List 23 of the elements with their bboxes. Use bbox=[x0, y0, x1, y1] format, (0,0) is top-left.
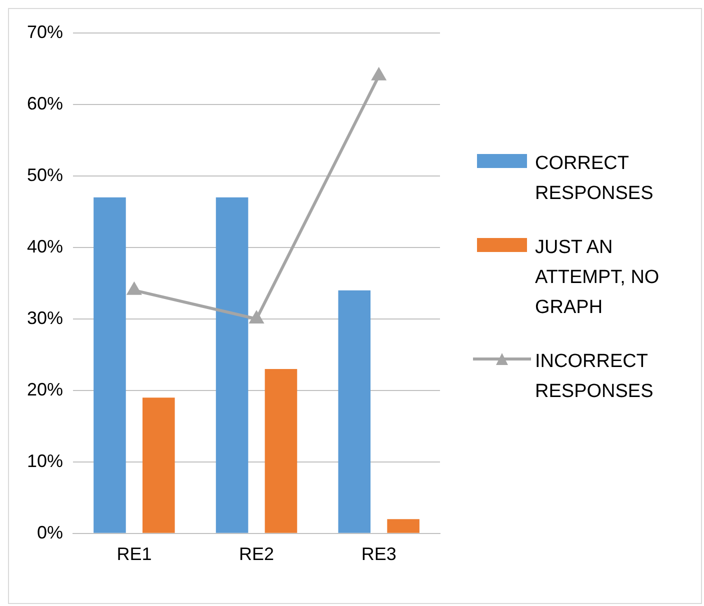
bar bbox=[264, 368, 298, 533]
legend-label: INCORRECT RESPONSES bbox=[535, 350, 654, 404]
x-tick-label: RE3 bbox=[361, 544, 396, 564]
y-tick-label: 60% bbox=[26, 93, 64, 114]
y-tick-label: 30% bbox=[26, 308, 64, 328]
y-tick-label: 10% bbox=[26, 450, 64, 471]
bar bbox=[142, 398, 175, 533]
y-tick-label: 40% bbox=[26, 236, 64, 256]
legend-label: JUST AN ATTEMPT, NO GRAPH bbox=[535, 236, 660, 320]
y-tick-label: 20% bbox=[26, 379, 64, 400]
y-tick-label: 50% bbox=[26, 164, 64, 185]
bar bbox=[338, 290, 371, 533]
y-tick-label: 0% bbox=[37, 522, 64, 542]
point bbox=[127, 282, 141, 295]
x-tick-label: RE2 bbox=[239, 544, 274, 564]
bar bbox=[216, 197, 248, 533]
point bbox=[250, 311, 264, 324]
x-tick-label: RE1 bbox=[116, 544, 152, 564]
legend-label: CORRECT RESPONSES bbox=[535, 152, 654, 206]
y-tick-label: 70% bbox=[26, 22, 64, 42]
bar bbox=[387, 519, 420, 533]
bar bbox=[94, 197, 126, 533]
point bbox=[372, 68, 386, 80]
